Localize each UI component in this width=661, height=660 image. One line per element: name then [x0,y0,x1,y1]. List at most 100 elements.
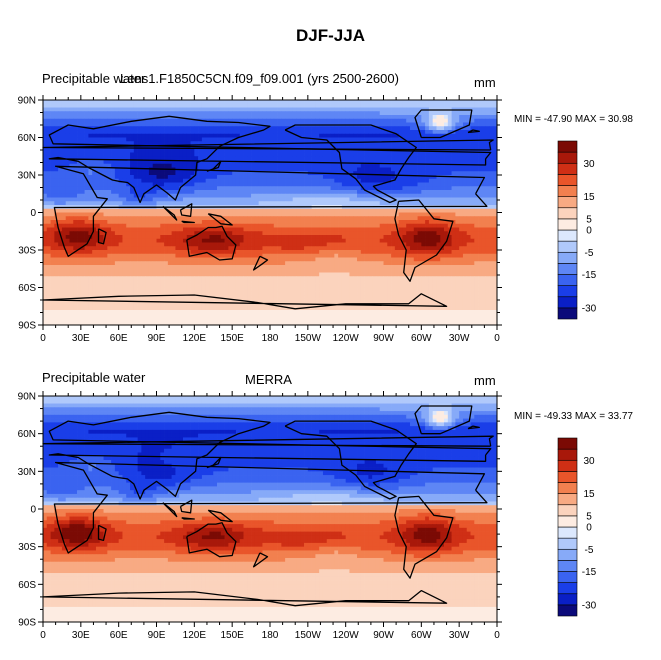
contour-cell [447,111,452,116]
contour-cell [360,160,365,165]
contour-cell [288,163,294,168]
contour-cell [428,238,434,243]
contour-cell [334,115,339,120]
contour-cell [99,250,104,255]
contour-cell [130,100,135,105]
contour-cell [224,212,229,217]
contour-cell [485,201,490,206]
contour-cell [421,156,426,161]
contour-cell [493,182,498,187]
contour-cell [201,238,207,243]
contour-cell [217,216,222,221]
contour-cell [213,122,218,127]
contour-cell [122,175,127,180]
contour-cell [273,186,278,191]
contour-cell [182,126,188,131]
contour-cell [281,167,286,172]
contour-cell [111,242,116,247]
contour-cell [111,182,116,187]
contour-cell [103,178,108,183]
contour-cell [383,208,388,213]
contour-cell [167,182,172,187]
contour-cell [247,130,252,135]
contour-cell [251,190,256,195]
contour-cell [69,141,74,146]
contour-cell [300,242,305,247]
contour-cell [198,141,203,146]
contour-cell [387,197,392,202]
contour-cell [258,126,263,131]
contour-cell [160,126,165,131]
contour-cell [46,160,51,165]
contour-cell [273,238,278,243]
contour-cell [353,145,358,150]
contour-cell [364,100,369,105]
contour-cell [262,193,267,198]
contour-cell [220,178,225,183]
contour-cell [270,242,275,247]
contour-cell [43,186,48,191]
contour-cell [182,190,188,195]
contour-cell [160,250,165,255]
contour-cell [493,171,498,176]
contour-cell [133,167,138,172]
contour-cell [281,208,286,213]
contour-cell [84,223,89,228]
contour-cell [152,227,157,232]
contour-cell [232,186,237,191]
contour-cell [95,137,101,142]
contour-cell [444,167,449,172]
contour-cell [92,167,97,172]
contour-cell [99,118,104,123]
contour-cell [375,242,381,247]
contour-cell [145,152,150,157]
contour-cell [341,145,347,150]
contour-cell [152,231,157,236]
contour-cell [466,235,471,240]
contour-cell [338,133,343,138]
contour-cell [474,201,479,206]
contour-cell [258,145,263,150]
contour-cell [95,216,101,221]
contour-cell [175,246,180,251]
contour-cell [307,223,312,228]
contour-cell [425,193,430,198]
contour-cell [69,163,74,168]
contour-cell [118,107,123,112]
contour-cell [84,208,89,213]
contour-cell [46,242,51,247]
contour-cell [425,175,430,180]
contour-cell [288,182,294,187]
contour-cell [285,156,290,161]
contour-cell [145,175,150,180]
contour-cell [205,220,210,225]
contour-cell [341,115,347,120]
contour-cell [292,235,297,240]
contour-cell [99,141,104,146]
contour-cell [379,163,384,168]
contour-cell [145,118,150,123]
contour-cell [402,223,407,228]
contour-cell [432,171,437,176]
contour-cell [69,197,74,202]
contour-cell [190,111,195,116]
contour-cell [413,201,418,206]
contour-cell [164,111,169,116]
contour-cell [353,118,358,123]
contour-cell [262,171,267,176]
contour-cell [383,212,388,217]
contour-cell [307,100,312,105]
contour-cell [360,145,365,150]
contour-cell [88,160,93,165]
contour-cell [451,171,456,176]
contour-cell [171,160,176,165]
contour-cell [198,223,203,228]
contour-cell [394,216,399,221]
contour-cell [182,186,188,191]
contour-cell [148,208,154,213]
contour-cell [345,107,350,112]
contour-cell [243,242,248,247]
contour-cell [413,171,418,176]
contour-cell [258,175,263,180]
contour-cell [311,223,316,228]
